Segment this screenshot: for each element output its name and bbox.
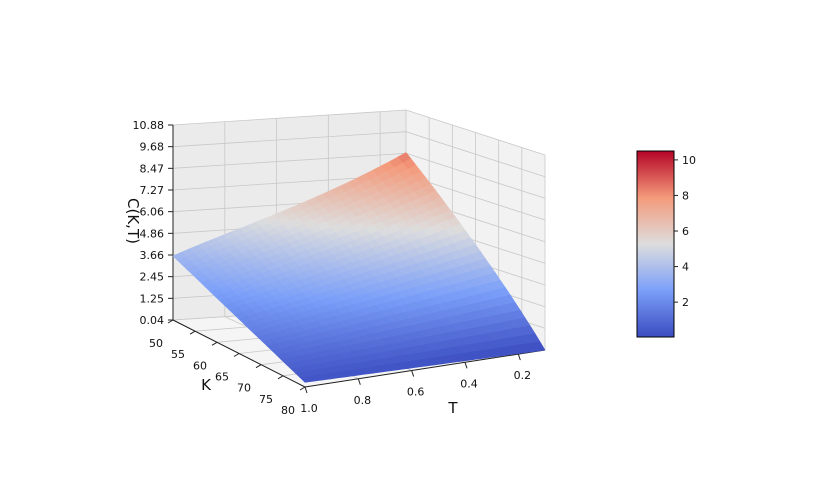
x-axis-label: T — [447, 399, 458, 417]
z-tick-label: 7.27 — [140, 184, 165, 197]
z-tick-label: 1.25 — [140, 292, 165, 305]
colorbar-ticks: 2 4 6 8 10 — [674, 154, 696, 309]
k-tick-label: 80 — [281, 404, 295, 417]
colorbar-tick-label: 2 — [682, 296, 689, 309]
k-tick-label: 70 — [237, 382, 251, 395]
z-axis-label: C(K,T) — [124, 198, 142, 244]
t-axis-line — [304, 349, 546, 388]
z-tick-label: 3.66 — [140, 249, 165, 262]
z-tick-label: 2.45 — [140, 271, 165, 284]
z-tick-label: 9.68 — [140, 141, 165, 154]
t-tick-label: 0.6 — [407, 386, 425, 399]
y-axis-label: K — [201, 376, 212, 394]
t-tick — [411, 370, 415, 377]
z-tick-label: 0.04 — [140, 314, 165, 327]
z-tick-label: 4.86 — [140, 227, 165, 240]
k-tick — [233, 353, 240, 357]
t-tick — [304, 386, 308, 394]
colorbar-tick-label: 4 — [682, 261, 689, 274]
tick-labels: 0.04 1.25 2.45 3.66 4.86 6.06 7.27 8.47 9.68 10.8… — [133, 119, 532, 417]
colorbar-tick-label: 10 — [682, 154, 696, 167]
k-tick — [167, 319, 174, 324]
surface-patch — [299, 376, 315, 383]
k-tick-label: 65 — [215, 371, 229, 384]
t-tick — [517, 353, 521, 361]
colorbar — [636, 150, 675, 338]
t-tick — [464, 362, 468, 369]
k-tick-label: 55 — [171, 348, 185, 361]
k-tick-label: 50 — [149, 337, 163, 350]
k-tick — [277, 375, 284, 380]
k-tick — [299, 386, 306, 391]
colorbar-tick-label: 6 — [682, 225, 689, 238]
z-tick-label: 8.47 — [140, 162, 165, 175]
t-tick-label: 0.8 — [354, 394, 372, 407]
t-tick — [357, 378, 361, 385]
k-tick — [211, 341, 218, 346]
t-tick-label: 1.0 — [300, 402, 318, 415]
k-tick-label: 75 — [259, 393, 273, 406]
z-tick-label: 10.88 — [133, 119, 165, 132]
colorbar-tick-label: 8 — [682, 189, 689, 202]
t-tick-label: 0.2 — [514, 369, 532, 382]
surface-plot — [172, 152, 546, 383]
t-tick-label: 0.4 — [460, 377, 478, 390]
k-tick — [189, 330, 196, 335]
z-tick-label: 6.06 — [140, 206, 165, 219]
k-tick — [255, 364, 262, 369]
k-tick-label: 60 — [193, 359, 207, 372]
